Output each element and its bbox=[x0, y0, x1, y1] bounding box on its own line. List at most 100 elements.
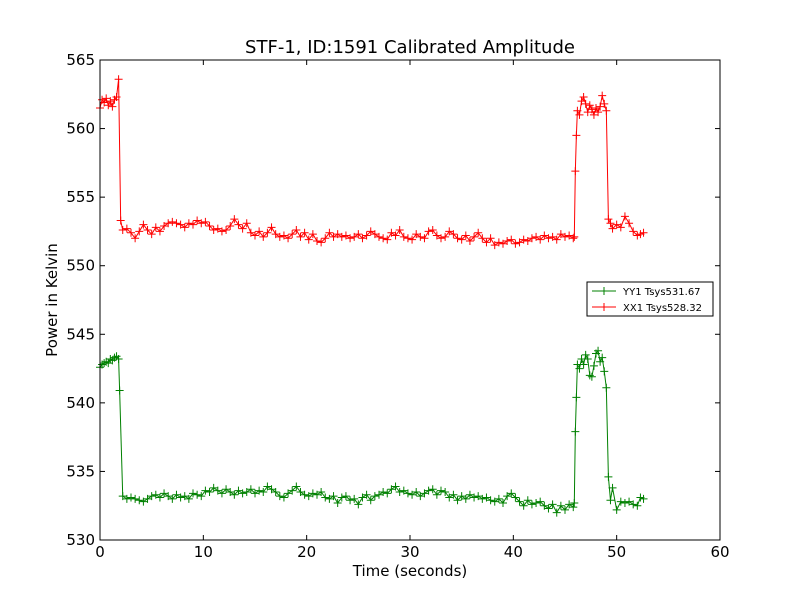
data-point bbox=[238, 489, 247, 498]
data-point bbox=[160, 221, 169, 230]
data-point bbox=[102, 357, 111, 366]
data-point bbox=[222, 226, 231, 235]
legend-entry: YY1 Tsys531.67 bbox=[592, 287, 701, 298]
data-point bbox=[197, 219, 206, 228]
data-point bbox=[486, 496, 495, 505]
data-point bbox=[540, 231, 549, 240]
data-point bbox=[106, 97, 115, 106]
data-point bbox=[160, 489, 169, 498]
data-point bbox=[313, 490, 321, 499]
y-tick-label: 565 bbox=[66, 51, 95, 69]
data-point bbox=[441, 488, 450, 496]
x-tick-label: 50 bbox=[607, 543, 626, 561]
data-point bbox=[189, 489, 197, 498]
legend-entries: YY1 Tsys531.67 XX1 Tsys528.32 bbox=[592, 287, 702, 314]
data-point bbox=[536, 497, 545, 506]
legend-marker bbox=[600, 303, 608, 311]
data-point bbox=[114, 354, 123, 363]
data-point bbox=[449, 230, 458, 239]
data-point bbox=[552, 235, 561, 244]
data-point bbox=[395, 488, 404, 496]
data-point bbox=[499, 498, 507, 507]
data-point bbox=[587, 105, 596, 114]
data-point bbox=[350, 232, 359, 241]
data-point bbox=[147, 230, 156, 239]
data-point bbox=[387, 228, 396, 237]
data-point bbox=[552, 508, 561, 517]
data-point bbox=[620, 498, 629, 507]
data-point bbox=[370, 492, 379, 501]
data-point bbox=[180, 223, 189, 232]
data-point bbox=[527, 500, 536, 509]
y-tick-label: 535 bbox=[66, 462, 95, 480]
data-point bbox=[139, 497, 148, 506]
data-point bbox=[246, 228, 255, 237]
data-point bbox=[424, 486, 433, 495]
data-point bbox=[585, 371, 594, 380]
data-point bbox=[600, 367, 609, 376]
data-point bbox=[217, 489, 226, 498]
data-point bbox=[358, 493, 367, 502]
data-point bbox=[102, 94, 111, 103]
data-point bbox=[604, 215, 613, 224]
data-point bbox=[420, 234, 429, 243]
data-point bbox=[209, 483, 218, 492]
legend: YY1 Tsys531.67 XX1 Tsys528.32 bbox=[586, 281, 714, 317]
data-point bbox=[596, 357, 605, 366]
data-point bbox=[608, 483, 617, 492]
data-point bbox=[494, 238, 503, 247]
legend-marker bbox=[600, 287, 608, 295]
data-point bbox=[629, 227, 638, 236]
data-point bbox=[147, 492, 156, 501]
data-point bbox=[127, 228, 135, 237]
data-point bbox=[267, 223, 276, 232]
data-point bbox=[589, 110, 598, 119]
data-point bbox=[346, 496, 355, 505]
data-point bbox=[242, 488, 251, 496]
data-point bbox=[176, 493, 185, 502]
data-point bbox=[135, 496, 144, 505]
data-point bbox=[569, 503, 578, 512]
data-point bbox=[112, 93, 121, 102]
data-point bbox=[437, 234, 445, 243]
data-point bbox=[259, 488, 268, 496]
data-point bbox=[575, 110, 584, 119]
data-point bbox=[470, 232, 479, 241]
series-xx1 bbox=[96, 75, 648, 250]
data-point bbox=[313, 237, 321, 246]
data-point bbox=[139, 220, 148, 229]
data-point bbox=[238, 224, 247, 233]
data-point bbox=[391, 482, 400, 491]
data-point bbox=[180, 492, 189, 501]
data-point bbox=[432, 231, 441, 240]
data-point bbox=[579, 93, 588, 102]
y-tick-label: 530 bbox=[66, 531, 95, 549]
data-point bbox=[118, 492, 127, 501]
data-point bbox=[594, 108, 603, 117]
data-point bbox=[325, 494, 334, 503]
data-point bbox=[292, 482, 301, 491]
data-point bbox=[110, 353, 119, 362]
data-point bbox=[570, 232, 579, 241]
data-point bbox=[263, 482, 272, 491]
data-point bbox=[362, 231, 371, 240]
x-tick-label: 30 bbox=[400, 543, 419, 561]
data-point bbox=[608, 224, 617, 233]
x-tick-label: 10 bbox=[194, 543, 213, 561]
data-point bbox=[556, 230, 565, 239]
data-point bbox=[292, 226, 301, 235]
y-tick-label: 560 bbox=[66, 120, 95, 138]
series-layer bbox=[96, 75, 648, 517]
data-point bbox=[503, 237, 512, 246]
data-point bbox=[569, 234, 578, 243]
data-point bbox=[164, 219, 173, 228]
data-point bbox=[122, 224, 131, 233]
data-point bbox=[457, 492, 466, 501]
data-point bbox=[118, 226, 127, 235]
data-point bbox=[571, 167, 580, 176]
y-axis-label: Power in Kelvin bbox=[43, 243, 61, 357]
data-point bbox=[592, 104, 600, 112]
data-point bbox=[246, 485, 255, 494]
data-point bbox=[511, 493, 520, 502]
data-point bbox=[572, 393, 581, 402]
